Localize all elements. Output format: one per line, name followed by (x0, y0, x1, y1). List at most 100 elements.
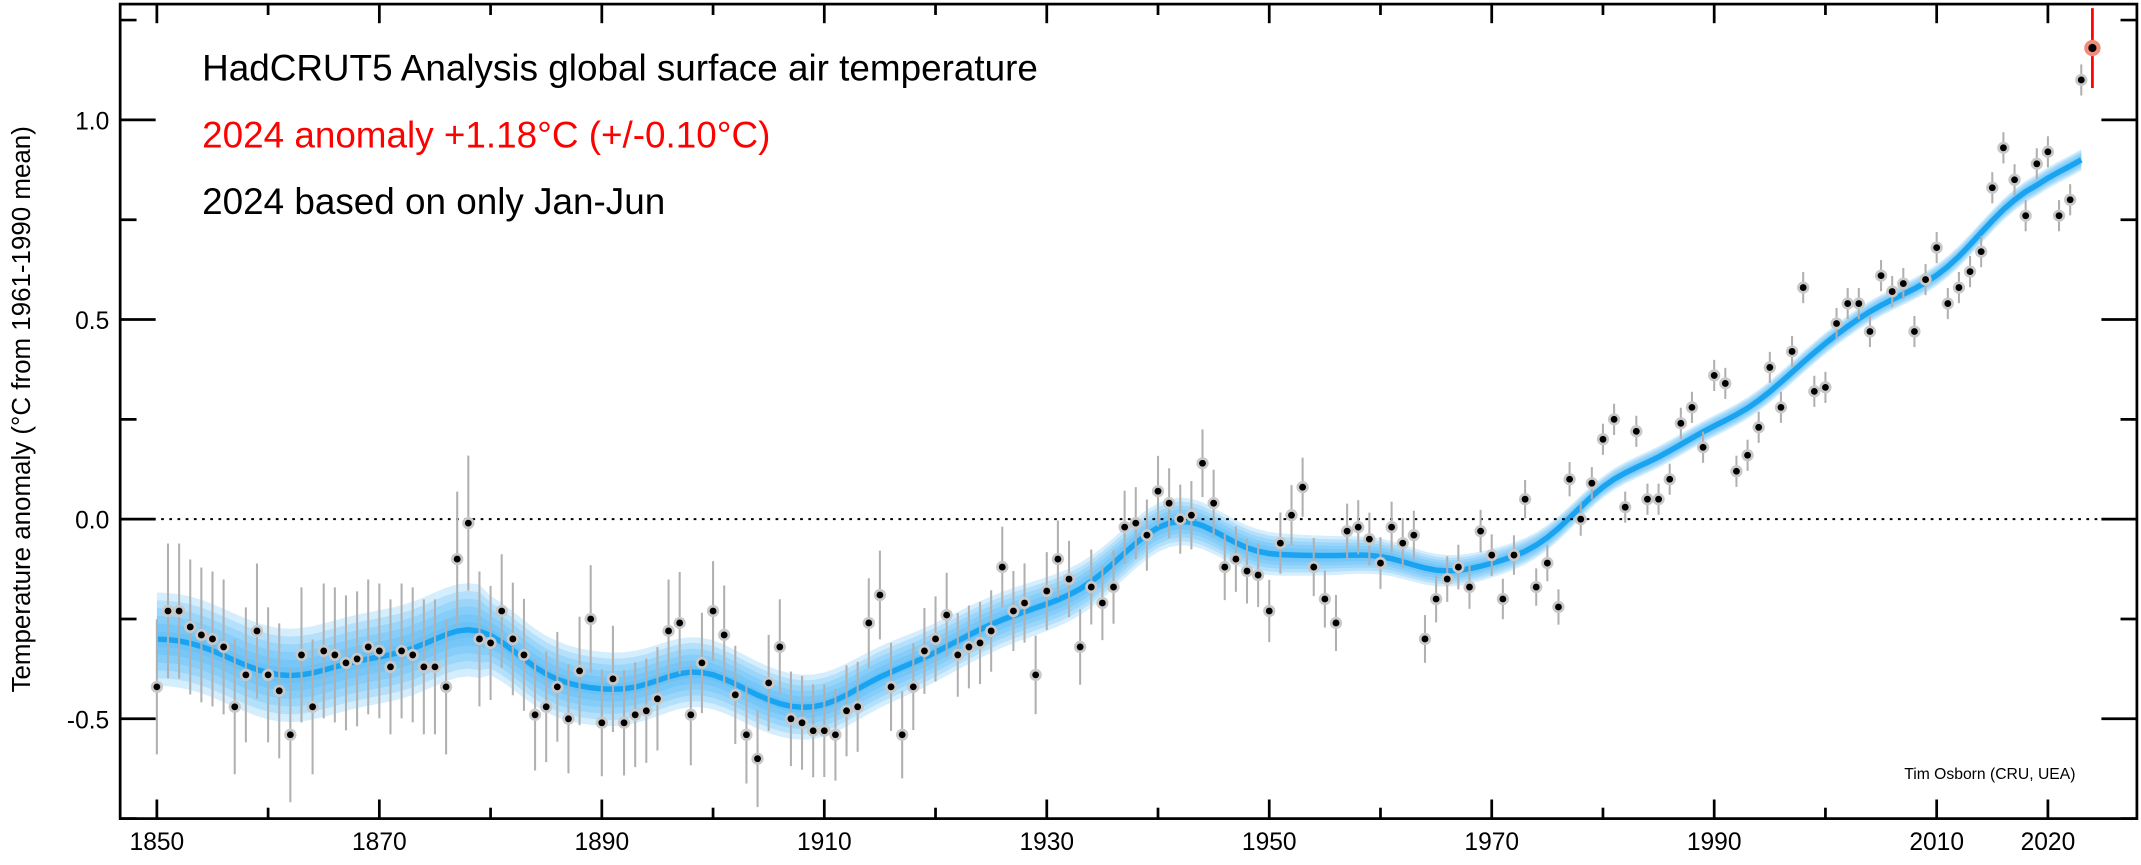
data-point (1599, 435, 1607, 443)
x-tick-label: 1890 (575, 829, 630, 856)
data-point (1810, 387, 1818, 395)
data-point (932, 635, 939, 643)
data-point (1488, 551, 1496, 559)
x-tick-label: 1970 (1464, 829, 1519, 856)
data-point (1499, 595, 1507, 603)
data-point (1354, 523, 1362, 531)
x-tick-label: 2020 (2021, 829, 2076, 856)
chart-title: HadCRUT5 Analysis global surface air tem… (202, 48, 1038, 89)
data-point (1566, 475, 1574, 483)
x-tick-label: 1990 (1687, 829, 1742, 856)
data-point (509, 635, 517, 643)
data-point (909, 683, 917, 691)
data-point (765, 679, 773, 687)
uncertainty-band-layer (156, 149, 2082, 740)
data-point (1132, 519, 1140, 527)
data-point (1410, 531, 1418, 539)
data-point (275, 687, 283, 695)
data-point (1655, 495, 1662, 503)
data-point (898, 731, 906, 739)
data-point (2000, 144, 2007, 152)
data-point (743, 731, 750, 739)
data-point (1021, 599, 1028, 607)
data-point (1187, 511, 1195, 519)
data-point (464, 519, 472, 527)
data-point (1777, 403, 1785, 411)
data-point (1666, 475, 1674, 483)
plot-frame (118, 2, 2139, 820)
data-point (1032, 671, 1040, 679)
data-point (1043, 587, 1051, 595)
data-point (809, 727, 817, 735)
data-point (1555, 603, 1562, 611)
data-point (2077, 76, 2085, 84)
uncertainty-band-layer (156, 152, 2082, 729)
x-tick-label: 1870 (352, 829, 407, 856)
data-point (1955, 284, 1963, 291)
data-point (231, 703, 239, 711)
data-point (1877, 272, 1885, 280)
data-point (720, 631, 728, 639)
data-point (1588, 479, 1596, 487)
data-point (1154, 487, 1162, 495)
data-point (1922, 276, 1929, 284)
data-point (598, 719, 606, 727)
data-point (854, 703, 862, 711)
data-point (2011, 176, 2018, 184)
data-point (2022, 212, 2030, 220)
data-point (1888, 288, 1896, 295)
data-point (1288, 511, 1295, 519)
data-point (1610, 415, 1618, 423)
data-point (1143, 531, 1151, 539)
y-tick-label: 0.5 (75, 308, 109, 335)
data-point (286, 731, 294, 739)
data-point (1577, 515, 1585, 523)
data-point (220, 643, 228, 651)
data-point (2044, 148, 2052, 156)
data-point (1766, 364, 1774, 371)
data-point (1221, 563, 1229, 571)
data-point (309, 703, 317, 711)
data-point (1933, 244, 1941, 252)
data-point (1365, 535, 1373, 543)
x-tick-label: 1930 (1019, 829, 1074, 856)
data-point (676, 619, 684, 627)
data-point (687, 711, 695, 719)
data-point (487, 639, 494, 647)
data-point (531, 711, 539, 719)
data-point (965, 643, 973, 651)
credit-label: Tim Osborn (CRU, UEA) (1904, 766, 2075, 783)
data-point (1744, 451, 1751, 459)
data-point (498, 607, 506, 615)
data-point (1232, 555, 1240, 563)
data-point (1833, 320, 1840, 327)
data-point (1332, 619, 1340, 627)
data-point (186, 623, 194, 631)
data-point (654, 695, 661, 703)
data-point (1532, 583, 1540, 591)
data-point (1644, 495, 1651, 503)
data-point (442, 683, 450, 691)
data-point (264, 671, 272, 679)
data-point (1466, 583, 1473, 591)
data-point (832, 731, 839, 739)
data-point (1677, 419, 1685, 427)
data-point (1265, 607, 1273, 615)
data-point (1988, 184, 1996, 192)
data-point (1788, 348, 1796, 355)
data-point (1432, 595, 1440, 603)
data-point (1755, 423, 1763, 431)
data-point (1321, 595, 1329, 603)
data-point (1477, 527, 1485, 535)
data-point (375, 647, 383, 655)
data-point (1543, 559, 1551, 567)
data-point (1210, 499, 1218, 507)
data-point (943, 611, 951, 619)
data-point (1299, 483, 1307, 491)
data-point (1343, 527, 1351, 535)
data-point (175, 607, 183, 615)
data-point (2088, 43, 2097, 53)
data-point (520, 651, 528, 659)
data-point (865, 619, 873, 627)
data-point (1866, 328, 1874, 335)
